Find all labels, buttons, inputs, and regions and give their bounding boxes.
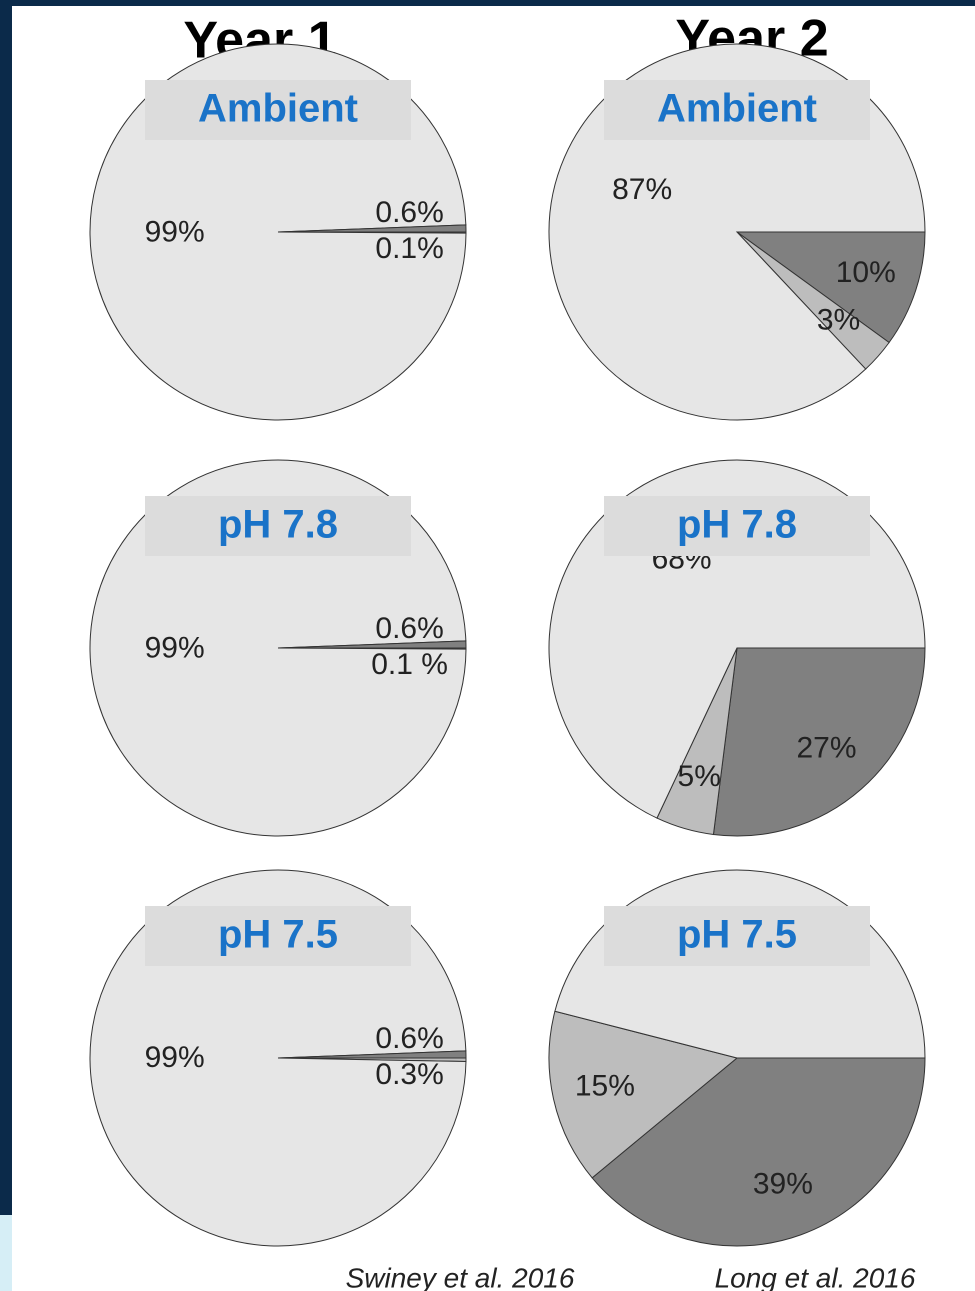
pie-title: pH 7.8 [677,503,797,547]
slice-label: 0.1% [375,232,443,265]
pie-title: Ambient [198,87,358,131]
pie-slice [277,1050,467,1059]
slice-label: 15% [575,1069,635,1102]
slice-label: 0.3% [375,1058,443,1091]
title-box [145,496,411,556]
slice-label: 10% [836,256,896,289]
corner-accent [0,1215,12,1291]
pie-slice [277,224,467,233]
citation: Swiney et al. 2016 [346,1262,575,1291]
slice-label: 0.6% [375,1022,443,1055]
slice-label: 99% [145,216,205,249]
pie-title: pH 7.5 [677,913,797,957]
pie-slice [548,1010,739,1179]
slice-label: 3% [817,303,860,336]
title-box [604,906,870,966]
pie-slice [712,647,926,837]
citation: Long et al. 2016 [715,1262,916,1291]
title-box [145,80,411,140]
slice-label: 27% [796,731,856,764]
title-box [145,906,411,966]
pie-title: Ambient [657,87,817,131]
title-box [604,496,870,556]
slice-label: 87% [612,173,672,206]
pie-title: pH 7.8 [218,503,338,547]
slice-label: 0.1 % [371,648,448,681]
pie-slice [277,640,467,649]
slice-label: 39% [753,1167,813,1200]
pie-title: pH 7.5 [218,913,338,957]
title-box [604,80,870,140]
slice-label: 99% [145,632,205,665]
pie-slice [591,1057,926,1247]
pie-slice [735,231,926,344]
slice-label: 0.6% [375,612,443,645]
slice-label: 5% [678,760,721,793]
slice-label: 0.6% [375,196,443,229]
slice-label: 99% [145,1041,205,1074]
